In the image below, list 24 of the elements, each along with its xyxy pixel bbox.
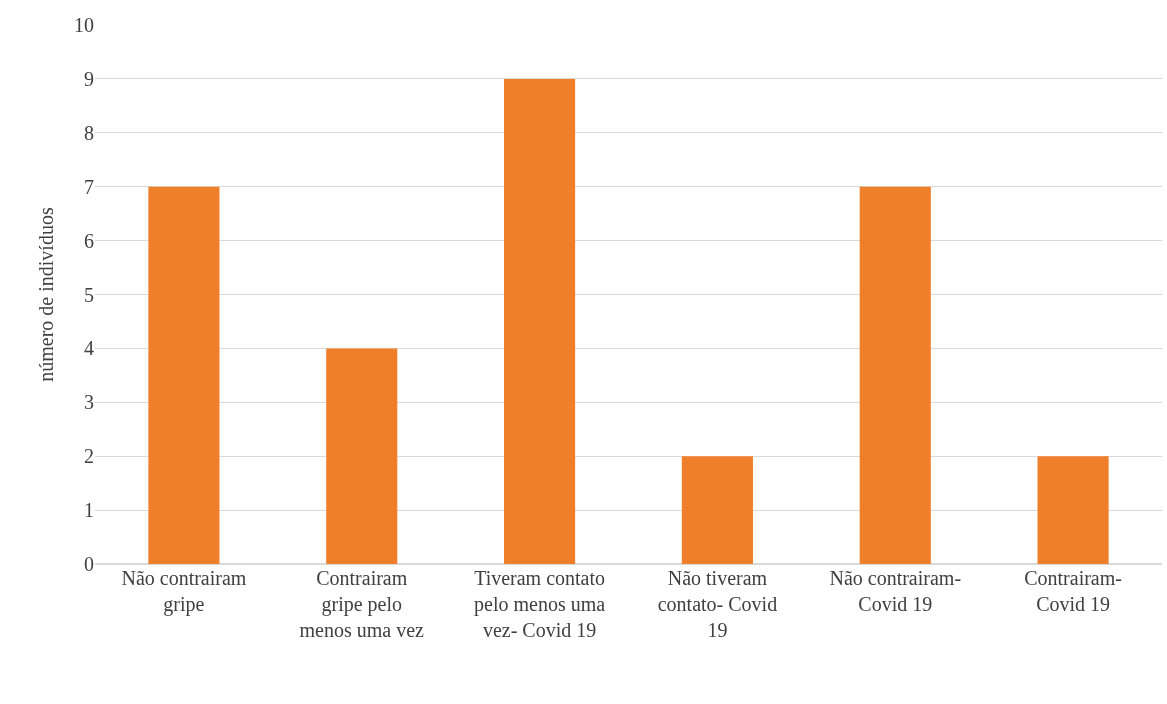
y-tick-label: 2	[84, 445, 94, 468]
x-tick-label: Contrairam- Covid 19	[1024, 567, 1122, 615]
x-tick-label: Não contrairam- Covid 19	[829, 567, 962, 615]
y-tick-label: 3	[84, 391, 94, 414]
x-tick-label: Tiveram contato pelo menos uma vez- Covid 19	[474, 567, 606, 641]
y-axis-title: número de indivíduos	[34, 207, 57, 382]
y-tick-label: 10	[74, 14, 94, 36]
y-tick-label: 4	[84, 337, 94, 360]
bar	[504, 78, 576, 564]
y-tick-label: 7	[84, 175, 94, 198]
x-tick-label: Contrairam gripe pelo menos uma vez	[299, 567, 425, 641]
y-tick-label: 5	[84, 283, 94, 306]
y-tick-label: 1	[84, 499, 94, 522]
x-tick-label: Não contrairam gripe	[121, 567, 247, 616]
y-tick-label: 6	[84, 229, 94, 252]
bar	[859, 186, 931, 564]
bar	[326, 348, 398, 564]
bar	[681, 456, 753, 564]
y-tick-label: 8	[84, 121, 94, 144]
y-tick-label: 0	[84, 553, 94, 575]
bar	[148, 186, 220, 564]
x-tick-label: Não tiveram contato- Covid 19	[657, 567, 778, 641]
y-tick-label: 9	[84, 67, 94, 90]
bar	[1037, 456, 1109, 564]
